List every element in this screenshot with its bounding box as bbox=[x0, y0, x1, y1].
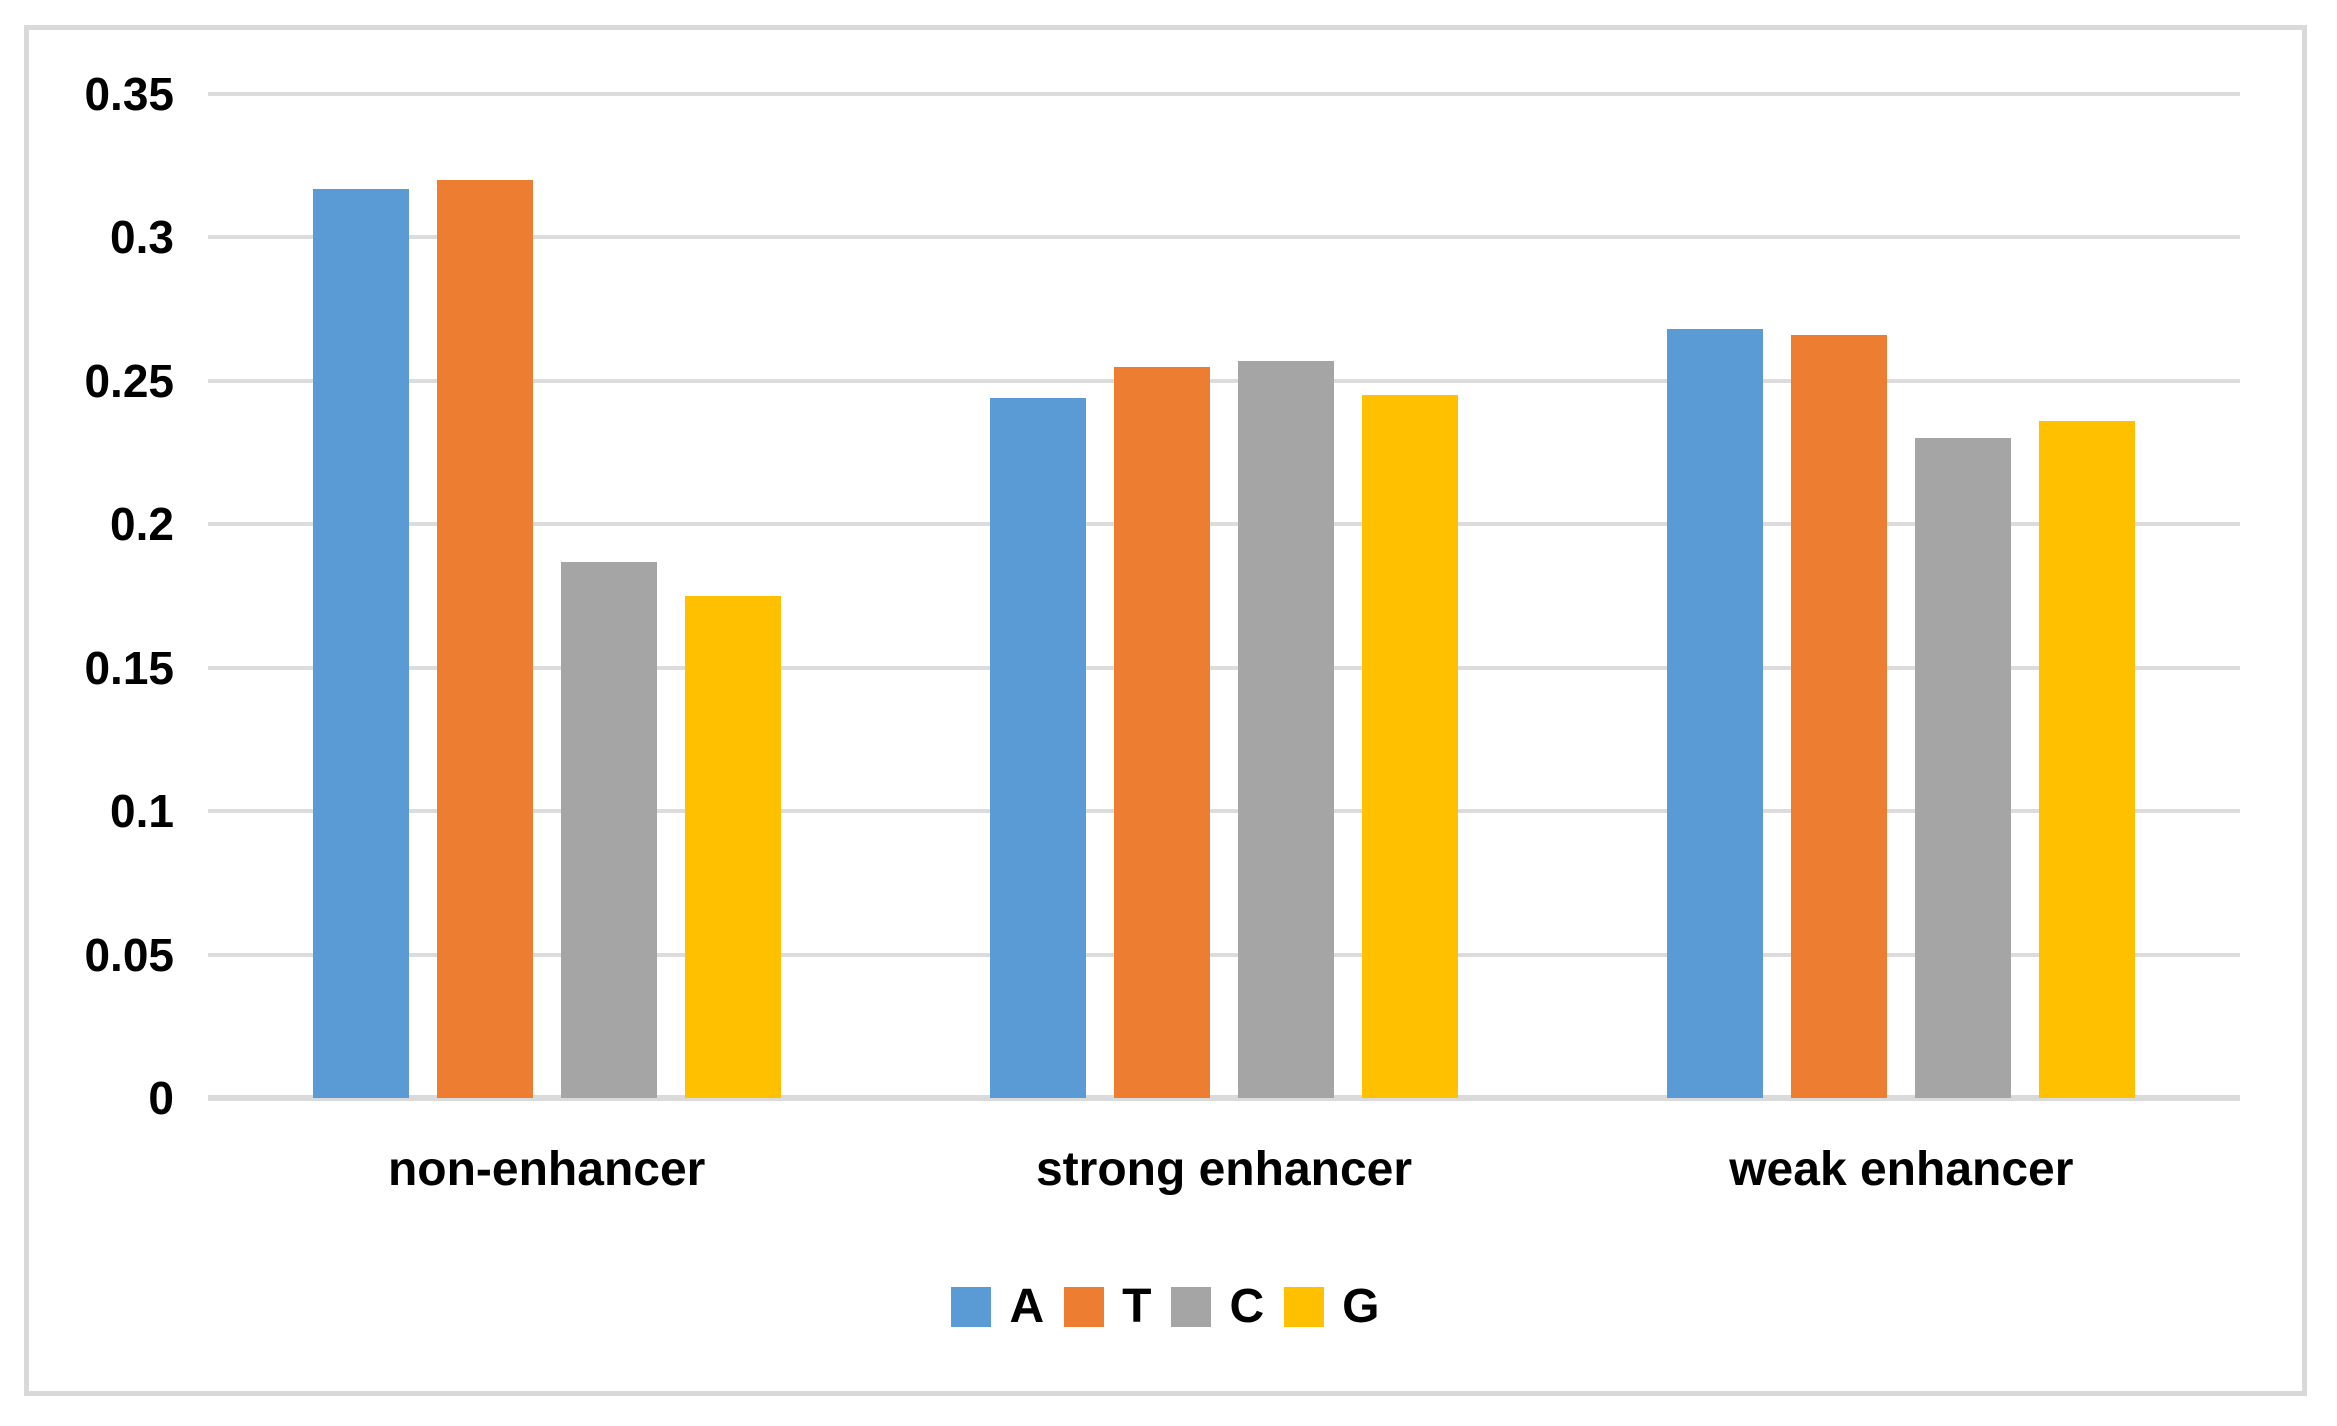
x-axis: non-enhancer strong enhancer weak enhancer bbox=[208, 1140, 2240, 1200]
bar-group-weak-enhancer bbox=[1563, 94, 2240, 1098]
bar-t-non-enhancer bbox=[436, 180, 533, 1098]
y-tick-label-0-2: 0.2 bbox=[110, 498, 174, 551]
x-category-label-non-enhancer: non-enhancer bbox=[387, 1143, 706, 1196]
bar-groups bbox=[208, 94, 2240, 1098]
legend-label-a: A bbox=[1009, 1280, 1045, 1333]
bar-group-strong-enhancer bbox=[885, 94, 1562, 1098]
legend-swatch-g bbox=[1284, 1287, 1325, 1327]
gridline bbox=[208, 522, 2240, 527]
gridline bbox=[208, 378, 2240, 383]
bar-a-non-enhancer bbox=[312, 188, 409, 1098]
legend-swatch-a bbox=[951, 1287, 992, 1327]
y-tick-label-0-35: 0.35 bbox=[84, 68, 174, 120]
legend-item-c: C bbox=[1171, 1283, 1264, 1331]
y-axis: 0.35 0.3 0.25 0.2 0.15 0.1 0.05 0 bbox=[0, 68, 174, 1124]
plot-area bbox=[208, 92, 2240, 1101]
legend-item-a: A bbox=[951, 1283, 1044, 1331]
bar-a-strong-enhancer bbox=[989, 398, 1086, 1098]
legend-swatch-c bbox=[1171, 1287, 1212, 1327]
y-tick-label-0: 0 bbox=[148, 1072, 174, 1124]
legend-label-c: C bbox=[1229, 1280, 1265, 1333]
x-category-label-weak-enhancer: weak enhancer bbox=[1729, 1143, 2074, 1196]
bar-c-non-enhancer bbox=[560, 561, 657, 1098]
gridline bbox=[208, 809, 2240, 814]
gridline bbox=[208, 665, 2240, 670]
bar-t-strong-enhancer bbox=[1113, 366, 1210, 1098]
gridline bbox=[208, 92, 2240, 96]
x-axis-line bbox=[208, 1095, 2240, 1101]
y-tick-label-0-1: 0.1 bbox=[110, 785, 174, 838]
gridline bbox=[208, 952, 2240, 957]
bar-group-non-enhancer bbox=[208, 94, 885, 1098]
legend-label-t: T bbox=[1122, 1280, 1152, 1333]
x-category-label-strong-enhancer: strong enhancer bbox=[1035, 1143, 1413, 1196]
y-tick-label-0-15: 0.15 bbox=[84, 641, 174, 694]
legend-item-g: G bbox=[1284, 1280, 1380, 1333]
y-tick-label-0-3: 0.3 bbox=[110, 211, 174, 264]
bar-g-strong-enhancer bbox=[1361, 395, 1458, 1098]
gridline bbox=[208, 235, 2240, 240]
bar-g-weak-enhancer bbox=[2039, 421, 2136, 1098]
legend-item-t: T bbox=[1064, 1283, 1151, 1331]
y-tick-label-0-05: 0.05 bbox=[84, 928, 174, 981]
legend-swatch-t bbox=[1064, 1287, 1105, 1327]
bar-a-weak-enhancer bbox=[1667, 329, 1764, 1098]
y-tick-label-0-25: 0.25 bbox=[84, 354, 174, 407]
bar-t-weak-enhancer bbox=[1791, 334, 1888, 1098]
legend-label-g: G bbox=[1342, 1280, 1380, 1333]
bar-c-strong-enhancer bbox=[1237, 360, 1334, 1098]
bar-c-weak-enhancer bbox=[1915, 438, 2012, 1098]
bar-g-non-enhancer bbox=[684, 596, 781, 1098]
